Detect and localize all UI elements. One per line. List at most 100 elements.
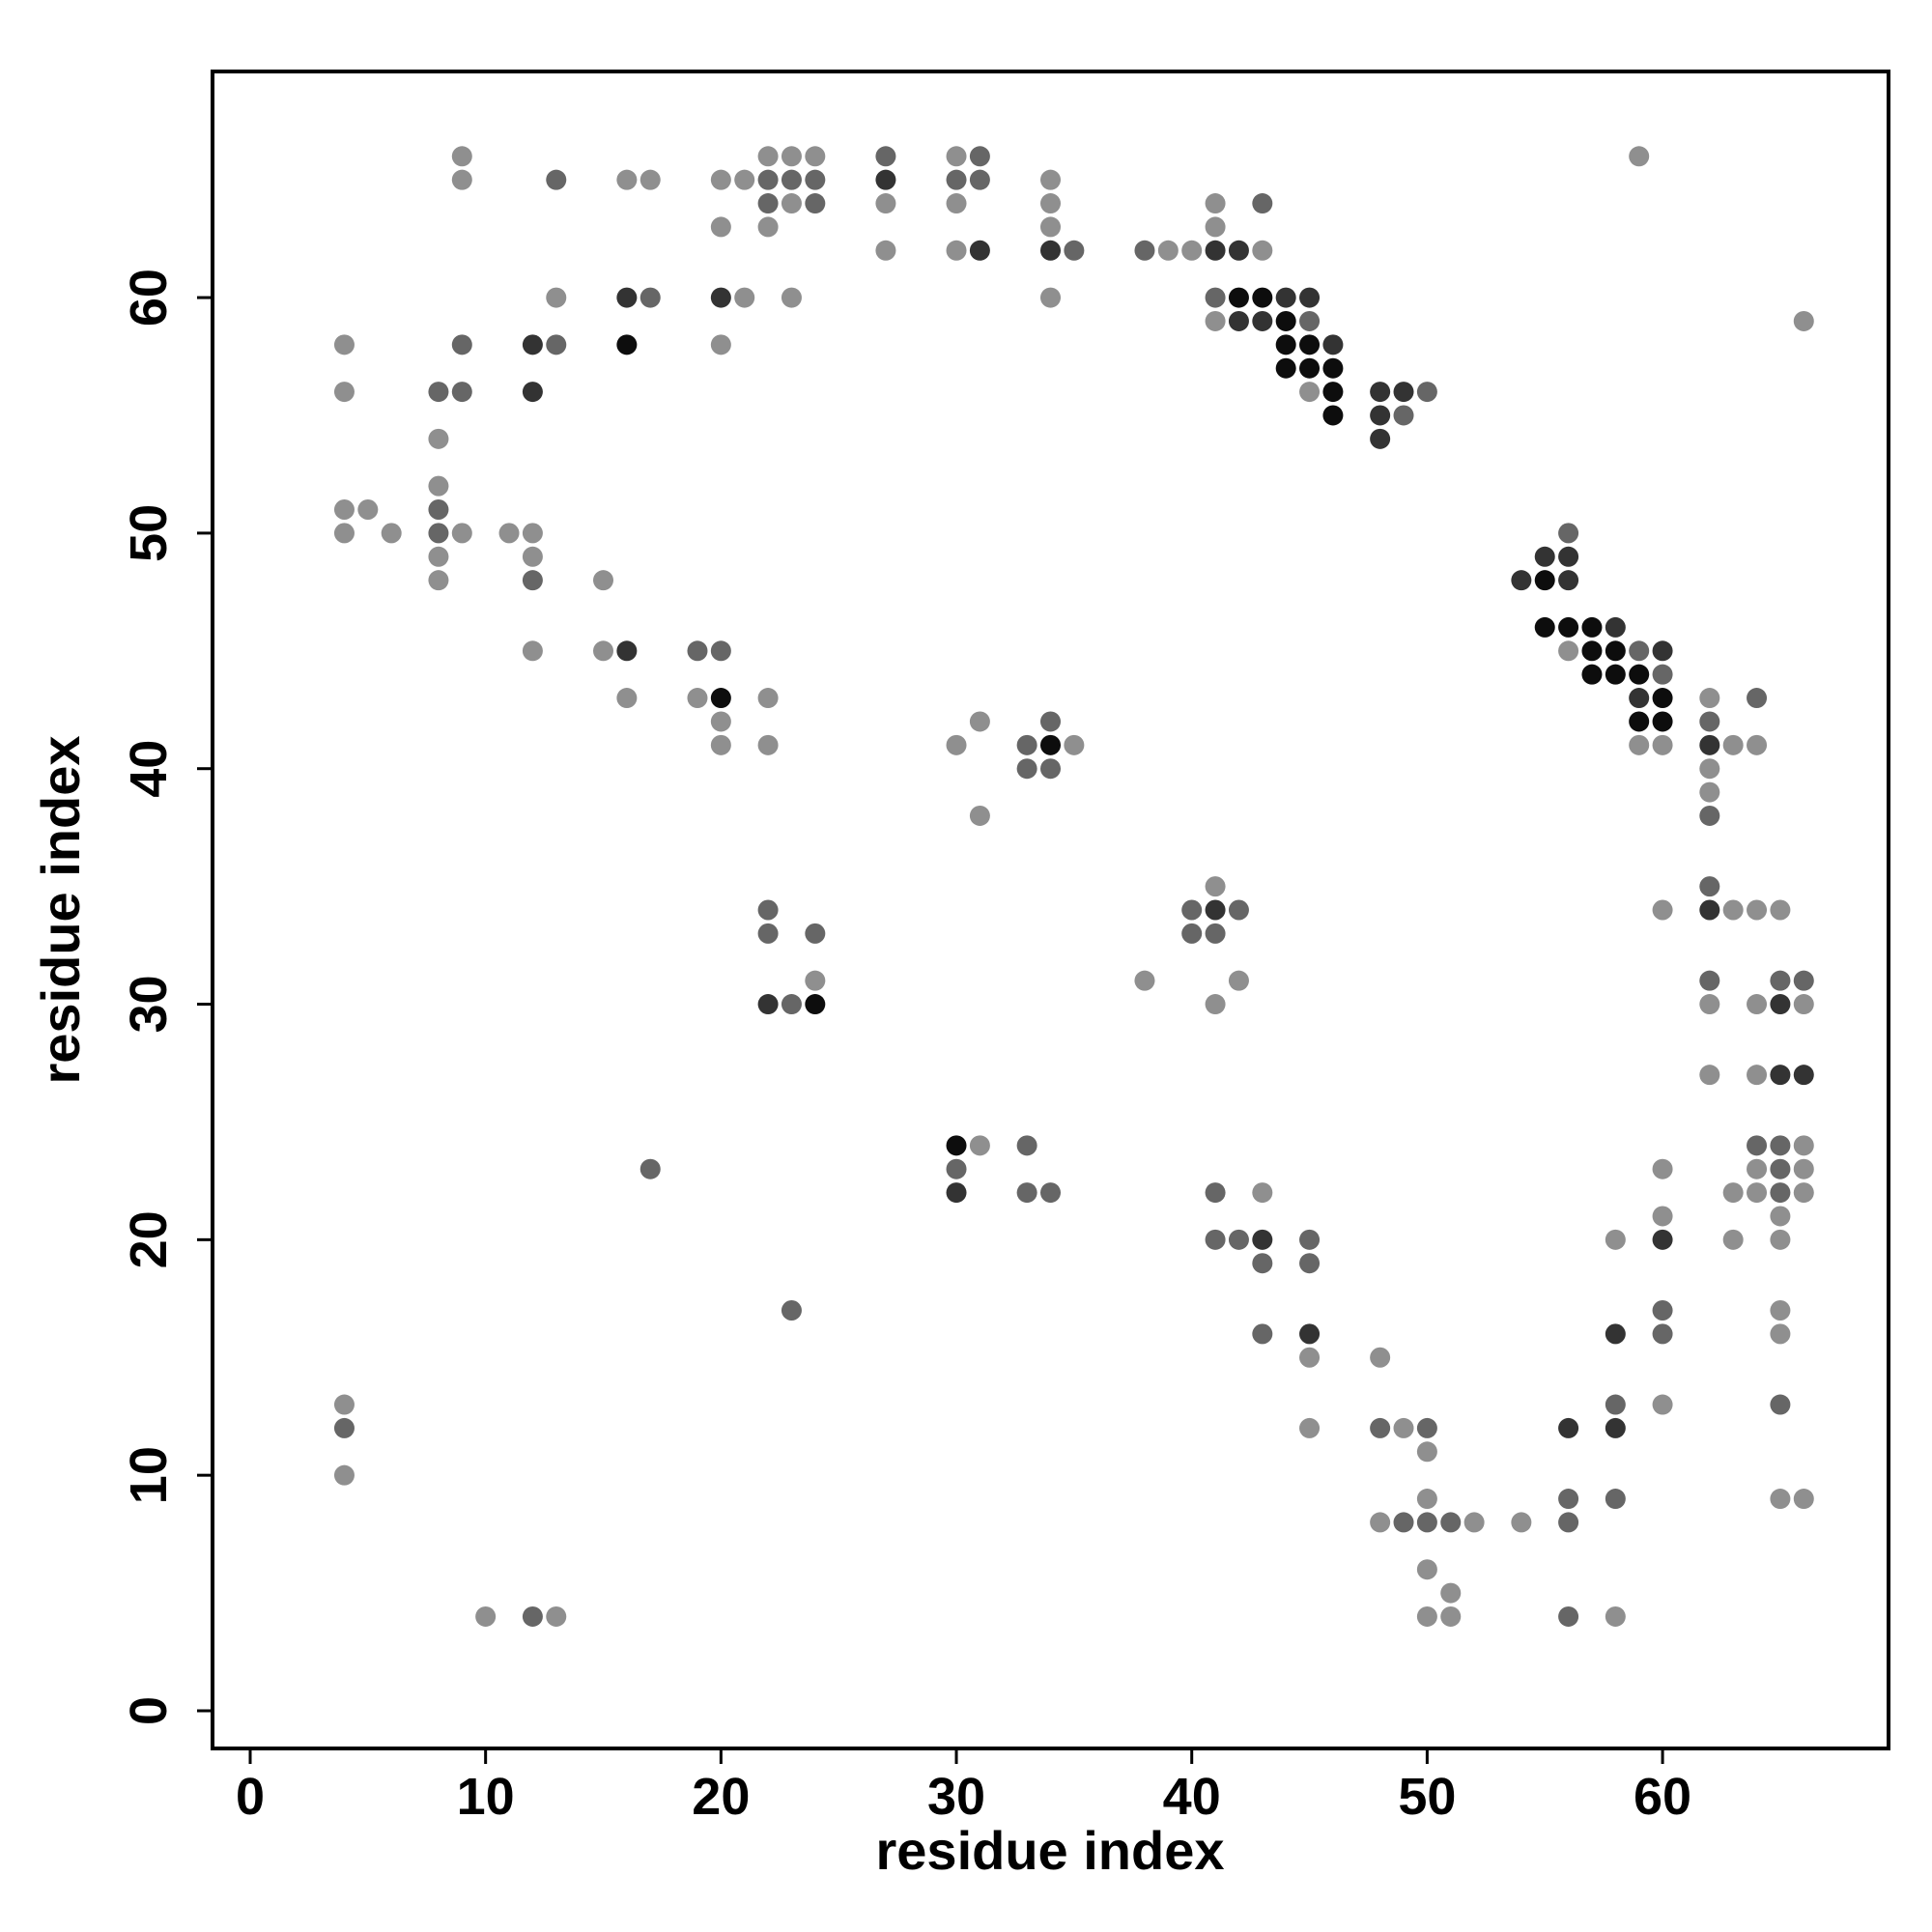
point xyxy=(1652,664,1673,685)
point xyxy=(946,1158,967,1179)
point xyxy=(1228,970,1249,991)
point xyxy=(522,640,543,662)
point xyxy=(1228,240,1249,261)
point xyxy=(946,240,967,261)
point xyxy=(1558,546,1579,567)
point xyxy=(1558,570,1579,591)
point xyxy=(1699,688,1720,709)
point xyxy=(1770,1158,1791,1179)
point xyxy=(1370,1417,1391,1438)
point xyxy=(1722,734,1744,755)
point xyxy=(428,523,449,544)
point xyxy=(1440,1512,1462,1533)
point xyxy=(1558,523,1579,544)
point xyxy=(757,169,779,190)
point xyxy=(498,523,520,544)
point xyxy=(1699,876,1720,897)
point xyxy=(781,169,802,190)
point xyxy=(1040,169,1061,190)
point xyxy=(687,688,708,709)
point xyxy=(757,146,779,167)
point xyxy=(1393,405,1414,426)
point xyxy=(1040,216,1061,238)
point xyxy=(710,640,731,662)
point xyxy=(522,382,543,403)
y-tick-label: 10 xyxy=(120,1446,178,1504)
point xyxy=(451,169,472,190)
point xyxy=(1747,1065,1768,1086)
point xyxy=(1652,899,1673,921)
point xyxy=(1370,1347,1391,1368)
point xyxy=(1770,1135,1791,1156)
point xyxy=(1393,382,1414,403)
point xyxy=(616,688,638,709)
point xyxy=(805,994,826,1015)
point xyxy=(1793,1065,1814,1086)
x-tick-label: 10 xyxy=(457,1768,515,1826)
point xyxy=(1252,287,1273,308)
point xyxy=(946,146,967,167)
point xyxy=(428,499,449,521)
point xyxy=(616,169,638,190)
point xyxy=(1252,1229,1273,1250)
point xyxy=(1205,1182,1226,1204)
y-tick-label: 0 xyxy=(120,1696,178,1725)
point xyxy=(1370,1512,1391,1533)
point xyxy=(781,193,802,214)
point xyxy=(1581,640,1603,662)
point xyxy=(333,499,355,521)
y-tick-label: 30 xyxy=(120,975,178,1033)
point xyxy=(1629,688,1650,709)
point xyxy=(1793,1135,1814,1156)
point xyxy=(1699,994,1720,1015)
point xyxy=(1252,1323,1273,1345)
point xyxy=(1252,193,1273,214)
point xyxy=(1793,1182,1814,1204)
x-tick-label: 30 xyxy=(927,1768,985,1826)
point xyxy=(616,287,638,308)
point xyxy=(522,334,543,355)
point xyxy=(1699,781,1720,803)
point xyxy=(1722,899,1744,921)
point xyxy=(1393,1512,1414,1533)
point xyxy=(1699,970,1720,991)
x-tick-label: 60 xyxy=(1634,1768,1691,1826)
point xyxy=(1205,240,1226,261)
point xyxy=(1299,334,1321,355)
point xyxy=(875,193,896,214)
point xyxy=(1181,923,1203,944)
y-tick-label: 60 xyxy=(120,269,178,327)
point xyxy=(805,970,826,991)
point xyxy=(1605,664,1626,685)
point xyxy=(805,923,826,944)
point xyxy=(710,169,731,190)
point xyxy=(1747,734,1768,755)
point xyxy=(1416,1559,1437,1580)
point xyxy=(1040,734,1061,755)
point xyxy=(546,334,567,355)
point xyxy=(381,523,402,544)
point xyxy=(1699,805,1720,826)
point xyxy=(757,193,779,214)
point xyxy=(1605,1323,1626,1345)
point xyxy=(1534,546,1555,567)
point xyxy=(428,546,449,567)
point xyxy=(781,146,802,167)
point xyxy=(1581,616,1603,638)
point xyxy=(333,523,355,544)
point xyxy=(1040,711,1061,732)
point xyxy=(1652,734,1673,755)
point xyxy=(1652,640,1673,662)
point xyxy=(757,994,779,1015)
point xyxy=(451,334,472,355)
point xyxy=(1747,899,1768,921)
point xyxy=(1275,357,1296,379)
point xyxy=(1205,310,1226,331)
point xyxy=(757,688,779,709)
point xyxy=(1770,1299,1791,1321)
point xyxy=(1747,1182,1768,1204)
point xyxy=(593,640,614,662)
point xyxy=(875,146,896,167)
point xyxy=(1205,193,1226,214)
